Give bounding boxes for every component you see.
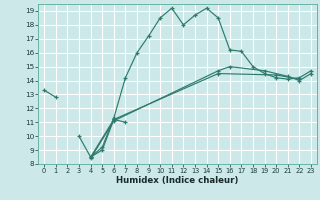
X-axis label: Humidex (Indice chaleur): Humidex (Indice chaleur): [116, 176, 239, 185]
